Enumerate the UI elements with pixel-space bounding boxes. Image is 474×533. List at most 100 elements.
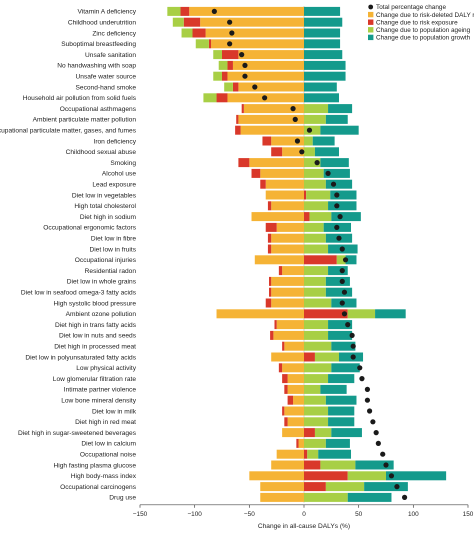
category-label: Diet high in processed meat [54, 344, 136, 351]
category-label: Diet low in vegetables [72, 192, 137, 199]
bar-segment-risk_deleted [287, 384, 304, 394]
bar-segment-pop_ageing [306, 190, 331, 200]
bar-segment-risk_deleted [260, 168, 304, 178]
bar-segment-risk_exposure [260, 179, 266, 189]
bar-segment-risk_exposure [216, 93, 228, 103]
category-label: Low physical activity [76, 365, 136, 372]
bar-segment-pop_ageing [172, 17, 184, 27]
bar-segment-risk_deleted [271, 287, 304, 297]
bar-segment-pop_growth [331, 212, 361, 222]
bar-segment-pop_growth [325, 395, 357, 405]
total-dot [337, 214, 343, 220]
bar-segment-risk_exposure [284, 384, 288, 394]
bar-segment-risk_deleted [282, 266, 304, 276]
total-dot [341, 311, 348, 317]
bars-group [167, 6, 447, 502]
category-label: Childhood sexual abuse [66, 149, 137, 156]
total-dot [383, 462, 389, 468]
bar-segment-risk_deleted [216, 309, 304, 319]
bar-segment-risk_exposure [296, 438, 299, 448]
total-dot [227, 41, 233, 47]
total-dot [334, 224, 340, 230]
bar-segment-risk_deleted [293, 395, 304, 405]
category-label: Diet high in sodium [80, 214, 137, 221]
total-dots-group [211, 8, 408, 500]
bar-segment-pop_growth [328, 330, 353, 340]
bar-segment-pop_ageing [320, 460, 356, 470]
bar-segment-risk_exposure [241, 104, 244, 114]
legend-label-risk_deleted: Change due to risk-deleted DALY rate [376, 12, 474, 19]
x-axis: −150 −100 −50 0 50 100 150 [133, 504, 474, 518]
total-dot [341, 289, 348, 295]
bar-segment-risk_deleted [260, 482, 304, 492]
bar-segment-pop_growth [364, 482, 408, 492]
bar-segment-pop_ageing [304, 395, 326, 405]
x-tick-label: −150 [133, 511, 148, 518]
bar-segment-risk_deleted [254, 255, 304, 265]
bar-segment-risk_exposure [304, 449, 308, 459]
total-dot [350, 343, 356, 349]
total-dot [252, 84, 258, 90]
total-dot [380, 451, 386, 457]
bar-segment-pop_growth [330, 190, 357, 200]
bar-segment-pop_growth [325, 276, 350, 286]
total-dot [373, 430, 379, 436]
bar-segment-risk_deleted [251, 212, 304, 222]
bar-segment-risk_deleted [271, 276, 304, 286]
bar-segment-risk_exposure [304, 212, 310, 222]
total-dot [375, 440, 381, 446]
bar-segment-risk_deleted [276, 222, 304, 232]
total-dot [290, 106, 296, 112]
legend-marker-pop_ageing [368, 27, 374, 33]
x-axis-title: Change in all-cause DALYs (%) [258, 523, 350, 530]
bar-segment-pop_growth [325, 114, 348, 124]
category-label: High fasting plasma glucose [54, 462, 137, 469]
bar-segment-pop_ageing [304, 320, 329, 330]
legend-label-total: Total percentage change [376, 4, 446, 11]
total-dot [325, 170, 331, 176]
category-label: Occupational asthmagens [60, 106, 137, 113]
bar-segment-risk_exposure [284, 417, 288, 427]
bar-segment-pop_ageing [203, 93, 217, 103]
total-dot [211, 8, 217, 14]
bar-segment-risk_deleted [211, 39, 304, 49]
bar-segment-pop_ageing [304, 406, 329, 416]
bar-segment-risk_deleted [284, 406, 304, 416]
bar-segment-risk_exposure [208, 39, 212, 49]
bar-segment-pop_ageing [304, 104, 329, 114]
bar-segment-pop_ageing [224, 82, 233, 92]
bar-segment-pop_growth [304, 71, 346, 81]
bar-segment-risk_deleted [227, 71, 304, 81]
bar-segment-risk_deleted [238, 114, 304, 124]
legend-marker-risk_deleted [368, 11, 374, 18]
x-tick-label: 50 [355, 511, 363, 518]
bar-segment-risk_deleted [282, 428, 304, 438]
category-label: Smoking [110, 160, 136, 167]
category-label: Diet low in calcium [81, 441, 136, 448]
bar-segment-risk_deleted [282, 363, 304, 373]
bar-segment-pop_growth [320, 125, 359, 135]
category-label: Iron deficiency [93, 138, 136, 145]
total-dot [227, 19, 233, 25]
total-dot [345, 322, 351, 328]
category-label: Zinc deficiency [92, 30, 136, 37]
x-tick-label: 150 [463, 511, 474, 518]
bar-segment-risk_exposure [304, 309, 348, 319]
bar-segment-pop_growth [304, 82, 337, 92]
bar-segment-risk_exposure [304, 352, 315, 362]
bar-segment-risk_deleted [271, 298, 304, 308]
bar-segment-risk_exposure [232, 82, 239, 92]
total-dot [364, 386, 371, 392]
bar-segment-pop_growth [375, 309, 406, 319]
total-dot [336, 235, 342, 241]
total-dot [364, 397, 371, 403]
bar-segment-pop_ageing [304, 179, 326, 189]
bar-segment-risk_deleted [249, 471, 304, 481]
bar-segment-risk_exposure [278, 266, 283, 276]
total-dot [292, 116, 298, 122]
bar-segment-risk_exposure [236, 114, 239, 124]
bar-segment-risk_deleted [260, 492, 304, 502]
bar-segment-risk_exposure [235, 125, 241, 135]
bar-segment-risk_deleted [238, 50, 304, 60]
legend-marker-pop_growth [368, 34, 374, 41]
